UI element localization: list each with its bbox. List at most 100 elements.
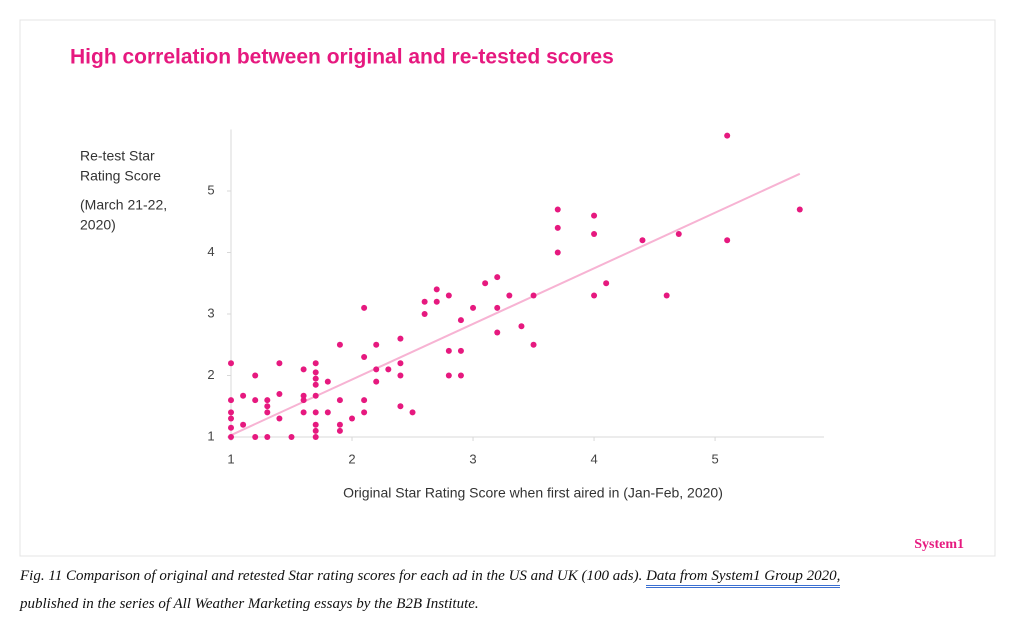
data-point — [397, 335, 404, 342]
data-point — [457, 317, 464, 324]
y-tick-label: 4 — [207, 244, 214, 259]
y-tick-label: 1 — [207, 428, 214, 443]
data-point — [445, 292, 452, 299]
data-point — [554, 224, 561, 231]
x-axis-label: Original Star Rating Score when first ai… — [343, 485, 723, 501]
data-point — [361, 397, 368, 404]
data-point — [264, 397, 271, 404]
data-point — [336, 421, 343, 428]
data-point — [336, 341, 343, 348]
y-axis-label: 2020) — [80, 217, 116, 233]
data-point — [639, 237, 646, 244]
data-point — [240, 421, 247, 428]
data-point — [591, 292, 598, 299]
data-point — [409, 409, 416, 416]
data-point — [373, 341, 380, 348]
x-tick-label: 2 — [348, 451, 355, 466]
data-point — [228, 360, 234, 367]
data-point — [361, 354, 368, 361]
data-point — [312, 369, 319, 376]
data-point — [494, 274, 501, 281]
data-point — [300, 392, 307, 399]
y-axis-label: (March 21-22, — [80, 197, 167, 213]
x-tick-label: 4 — [590, 451, 597, 466]
data-point — [361, 304, 368, 311]
data-point — [457, 347, 464, 354]
data-point — [421, 311, 428, 317]
caption-text: Fig. 11 Comparison of original and retes… — [20, 568, 643, 584]
y-tick-label: 3 — [207, 305, 214, 320]
data-point — [603, 280, 610, 287]
data-point — [373, 378, 380, 385]
data-point — [518, 323, 525, 330]
data-point — [724, 237, 731, 244]
data-point — [397, 403, 404, 410]
data-point — [397, 372, 404, 379]
data-point — [530, 292, 537, 299]
data-point — [336, 397, 343, 404]
data-point — [445, 347, 452, 354]
data-point — [312, 392, 319, 399]
data-point — [482, 280, 489, 287]
data-point — [349, 415, 356, 422]
trend-line — [230, 172, 801, 437]
data-point — [240, 392, 247, 399]
data-point — [796, 206, 803, 213]
data-point — [591, 212, 598, 219]
data-point — [312, 434, 319, 440]
data-point — [494, 329, 501, 336]
data-point — [252, 397, 259, 404]
data-point — [312, 421, 319, 428]
y-axis-label: Rating Score — [80, 168, 161, 184]
data-point — [300, 366, 307, 373]
caption-text: published in the series of All Weather M… — [20, 596, 479, 612]
data-point — [312, 381, 319, 388]
caption: Fig. 11 Comparison of original and retes… — [20, 568, 841, 588]
data-point — [300, 409, 307, 416]
data-point — [591, 231, 598, 238]
data-point — [324, 409, 331, 416]
data-point — [445, 372, 452, 379]
data-point — [494, 304, 501, 311]
data-point — [457, 372, 464, 379]
data-point — [276, 390, 283, 397]
data-point — [312, 360, 319, 367]
data-point — [228, 415, 234, 422]
data-point — [264, 403, 271, 410]
data-point — [470, 304, 477, 311]
data-point — [252, 372, 259, 379]
data-point — [433, 298, 440, 305]
caption-link[interactable]: Data from System1 Group 2020, — [646, 568, 841, 588]
data-point — [228, 397, 234, 404]
x-tick-label: 3 — [469, 451, 476, 466]
data-point — [312, 427, 319, 434]
data-point — [300, 397, 307, 404]
brand-logo: System1 — [914, 537, 964, 552]
y-tick-label: 2 — [207, 367, 214, 382]
data-point — [530, 341, 537, 348]
data-point — [264, 434, 271, 440]
y-tick-label: 5 — [207, 182, 214, 197]
data-point — [228, 434, 234, 440]
data-point — [228, 424, 234, 431]
data-point — [506, 292, 513, 299]
data-point — [276, 415, 283, 422]
data-point — [433, 286, 440, 293]
chart-title: High correlation between original and re… — [70, 46, 614, 69]
data-point — [276, 360, 283, 367]
caption: published in the series of All Weather M… — [20, 596, 479, 613]
data-point — [336, 427, 343, 434]
data-point — [288, 434, 295, 440]
data-point — [324, 378, 331, 385]
data-point — [663, 292, 670, 299]
data-point — [361, 409, 368, 416]
data-point — [724, 132, 731, 139]
y-axis-label: Re-test Star — [80, 148, 155, 164]
data-point — [675, 231, 682, 238]
data-point — [421, 298, 428, 305]
data-point — [554, 249, 561, 256]
data-point — [228, 409, 234, 416]
data-point — [312, 375, 319, 382]
chart: High correlation between original and re… — [19, 19, 996, 557]
